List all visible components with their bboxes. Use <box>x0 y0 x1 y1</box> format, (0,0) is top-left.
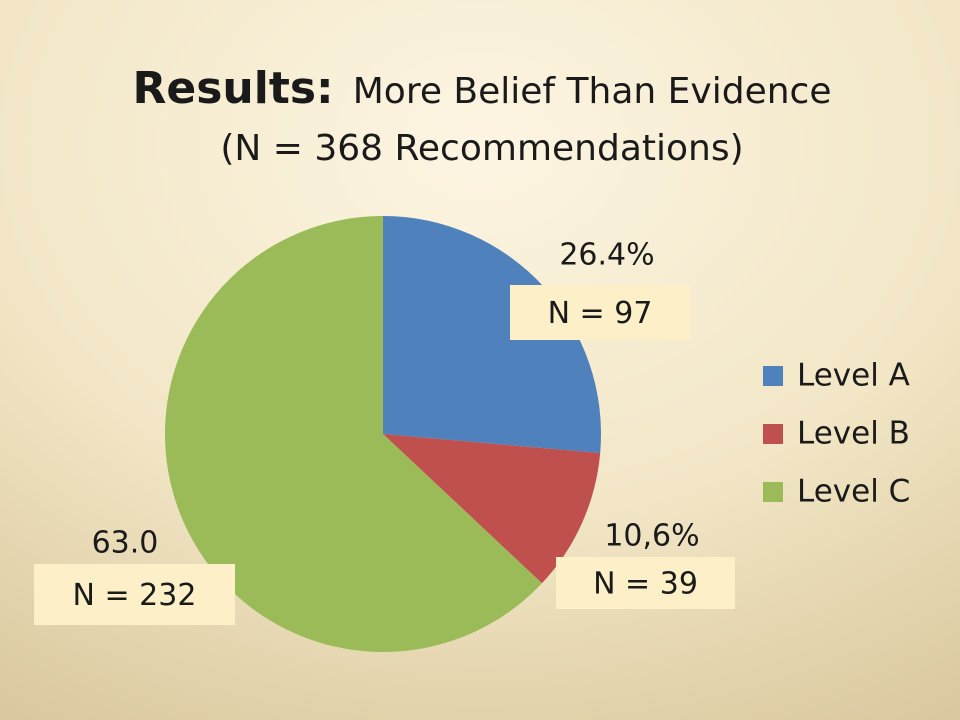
chart-subtitle: More Belief Than Evidence <box>353 71 832 112</box>
legend-swatch <box>763 482 783 502</box>
count-label-box <box>34 564 235 625</box>
chart-title: Results: <box>133 63 334 114</box>
legend-swatch <box>763 424 783 444</box>
value-label: 63.0 <box>92 526 159 561</box>
pie-slice <box>383 434 601 584</box>
pie-slice <box>383 216 601 454</box>
pie-slice <box>164 216 542 652</box>
value-label: 26.4% <box>559 238 654 273</box>
legend-label: Level B <box>797 416 910 452</box>
count-label: N = 232 <box>73 578 197 613</box>
chart-caption: (N = 368 Recommendations) <box>220 128 743 169</box>
legend-label: Level A <box>797 358 910 394</box>
count-label-box <box>556 557 735 609</box>
count-label-box <box>510 285 690 340</box>
title-line: Results: More Belief Than Evidence <box>133 63 832 114</box>
value-label: 10,6% <box>604 519 699 554</box>
count-label: N = 97 <box>548 296 653 331</box>
legend-swatch <box>763 366 783 386</box>
count-label: N = 39 <box>593 567 698 602</box>
legend-label: Level C <box>797 474 910 510</box>
